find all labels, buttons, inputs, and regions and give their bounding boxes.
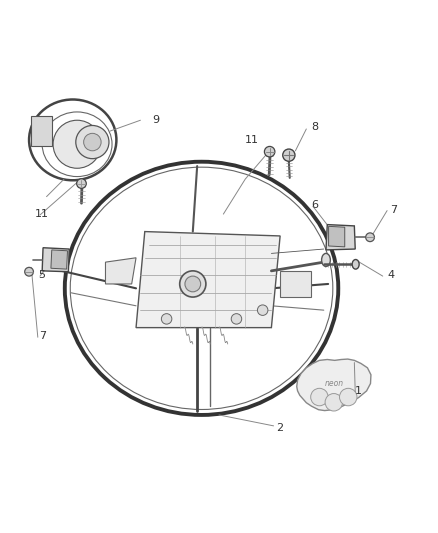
Ellipse shape bbox=[321, 253, 330, 266]
Text: 4: 4 bbox=[388, 270, 395, 280]
Text: 9: 9 bbox=[152, 115, 159, 125]
Text: 11: 11 bbox=[245, 135, 259, 145]
Circle shape bbox=[366, 233, 374, 241]
Text: 2: 2 bbox=[276, 423, 284, 433]
Polygon shape bbox=[297, 359, 371, 410]
Circle shape bbox=[53, 120, 101, 168]
Circle shape bbox=[76, 125, 109, 159]
Ellipse shape bbox=[352, 260, 359, 269]
Circle shape bbox=[77, 179, 86, 188]
Text: 5: 5 bbox=[39, 270, 46, 280]
Polygon shape bbox=[106, 258, 136, 284]
Circle shape bbox=[311, 389, 328, 406]
Text: 8: 8 bbox=[311, 122, 318, 132]
Text: 7: 7 bbox=[390, 205, 397, 215]
Circle shape bbox=[84, 133, 101, 151]
Polygon shape bbox=[51, 250, 67, 269]
Circle shape bbox=[325, 393, 343, 411]
Circle shape bbox=[231, 313, 242, 324]
Circle shape bbox=[258, 305, 268, 316]
Circle shape bbox=[185, 276, 201, 292]
Polygon shape bbox=[42, 248, 69, 272]
Circle shape bbox=[283, 149, 295, 161]
Polygon shape bbox=[280, 271, 311, 297]
Polygon shape bbox=[31, 116, 52, 147]
Circle shape bbox=[265, 147, 275, 157]
Circle shape bbox=[161, 313, 172, 324]
Polygon shape bbox=[136, 231, 280, 328]
Circle shape bbox=[25, 268, 33, 276]
Polygon shape bbox=[326, 224, 355, 250]
Text: 1: 1 bbox=[355, 386, 362, 396]
Text: 7: 7 bbox=[39, 332, 46, 341]
Text: 11: 11 bbox=[35, 209, 49, 219]
Polygon shape bbox=[328, 227, 345, 247]
Text: 6: 6 bbox=[311, 200, 318, 211]
Circle shape bbox=[339, 389, 357, 406]
Text: neon: neon bbox=[324, 378, 343, 387]
Circle shape bbox=[180, 271, 206, 297]
